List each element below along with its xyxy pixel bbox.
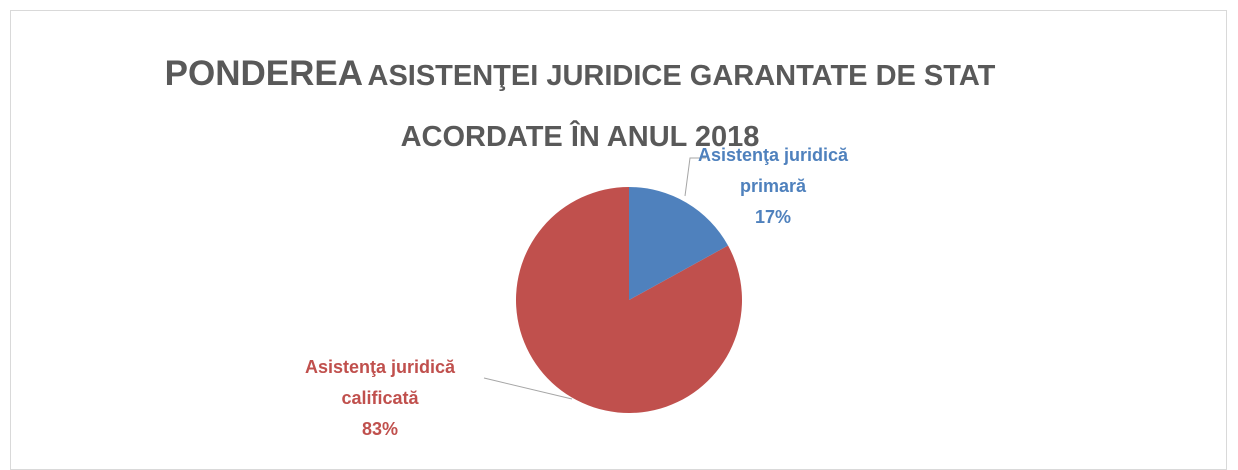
category-label: Asistenţa juridică calificată <box>304 357 456 408</box>
value-label: 83% <box>361 419 399 439</box>
chart-title: PONDEREA ASISTENŢEI JURIDICE GARANTATE D… <box>100 46 1060 170</box>
slice-label: Asistenţa juridică calificată 83% <box>260 352 500 445</box>
title-part: PONDEREA <box>164 54 364 93</box>
category-label: Asistenţa juridică primară <box>697 145 849 196</box>
value-label: 17% <box>754 207 792 227</box>
leader-line <box>483 377 573 400</box>
chart: PONDEREA ASISTENŢEI JURIDICE GARANTATE D… <box>10 10 1227 470</box>
slice-label: Asistenţa juridică primară 17% <box>653 140 893 233</box>
pie-slice <box>516 187 743 414</box>
plot <box>483 157 743 414</box>
pie-slice <box>629 187 729 300</box>
title-part: ASISTENŢEI JURIDICE GARANTATE DE STAT AC… <box>367 60 996 153</box>
leader-line <box>684 157 706 197</box>
